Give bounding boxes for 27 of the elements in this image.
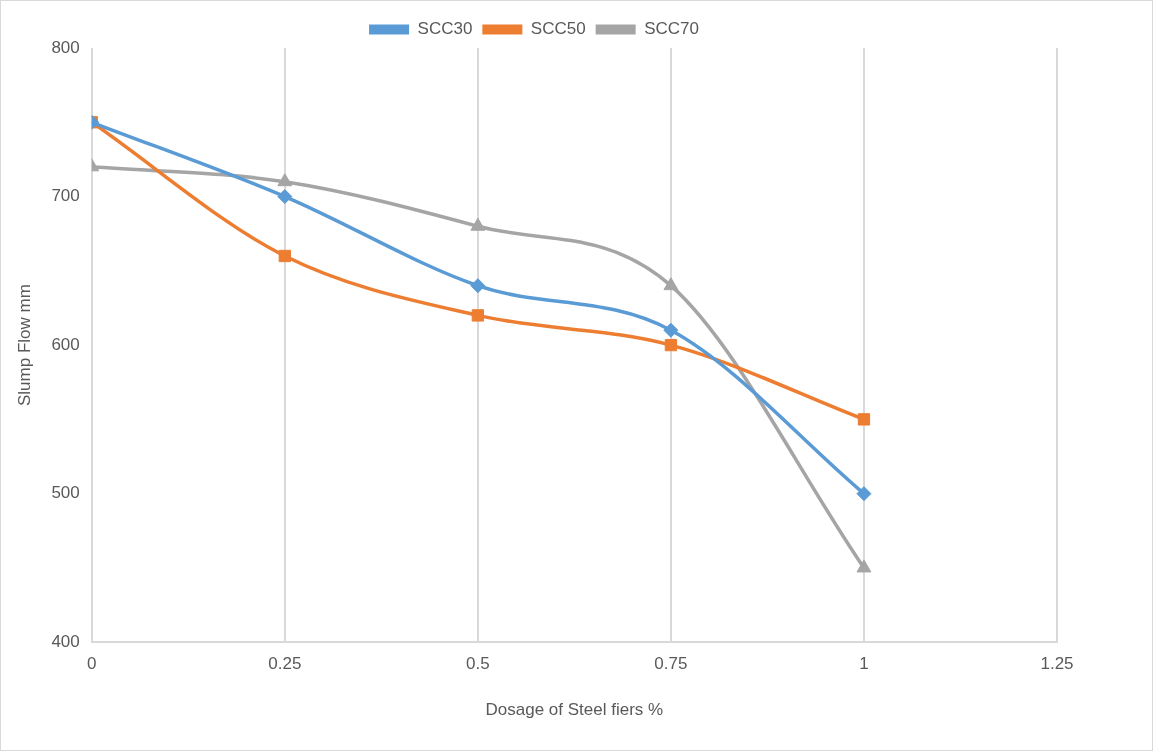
- point: [470, 278, 486, 294]
- legend-label: SCC70: [644, 19, 699, 39]
- point: [856, 486, 872, 502]
- y-tick-label: 800: [51, 37, 80, 57]
- point: [277, 189, 293, 205]
- y-tick-label: 400: [51, 631, 80, 651]
- x-axis-title: Dosage of Steel fiers %: [485, 700, 664, 720]
- x-tick-label: 0: [87, 654, 97, 674]
- point: [471, 309, 485, 322]
- point: [663, 322, 679, 338]
- point: [470, 217, 486, 231]
- point: [277, 173, 293, 187]
- x-tick-label: 1: [859, 654, 869, 674]
- point: [663, 277, 679, 291]
- legend-label: SCC30: [417, 19, 473, 39]
- point: [278, 249, 291, 263]
- x-tick-label: 0.5: [466, 654, 490, 674]
- y-tick-label: 500: [51, 483, 80, 503]
- point: [664, 338, 678, 352]
- legend-label: SCC50: [530, 19, 586, 39]
- x-tick-label: 0.25: [268, 654, 302, 674]
- y-axis-title: Slump Flow mm: [14, 284, 34, 407]
- x-tick-label: 1.25: [1040, 654, 1074, 674]
- x-tick-label: 0.75: [654, 654, 688, 674]
- y-tick-label: 600: [51, 334, 80, 354]
- point: [857, 413, 871, 426]
- y-tick-label: 700: [51, 186, 80, 206]
